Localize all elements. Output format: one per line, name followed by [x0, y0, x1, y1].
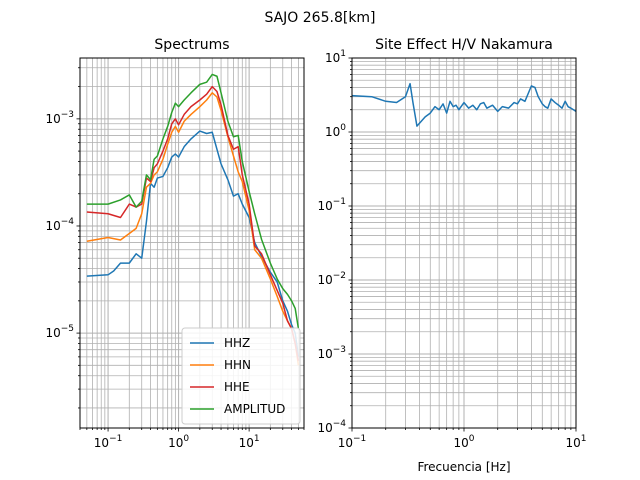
hv-title: Site Effect H/V Nakamura: [375, 37, 553, 53]
y-tick-base: 10: [45, 112, 60, 126]
y-tick-label: 10−2: [317, 271, 346, 287]
series-line-h-v: [352, 82, 576, 127]
y-tick-exponent: −4: [333, 419, 347, 429]
series-line-hhz: [86, 130, 300, 357]
x-tick-label: 10−1: [94, 434, 123, 450]
x-tick-exponent: −1: [353, 434, 366, 444]
x-tick-exponent: −1: [109, 434, 122, 444]
x-tick-base: 10: [453, 436, 468, 450]
spectrums-plot-area: [86, 73, 300, 366]
y-tick-exponent: −3: [333, 345, 346, 355]
y-tick-exponent: −1: [333, 197, 346, 207]
spectrums-title: Spectrums: [154, 37, 229, 53]
y-tick-base: 10: [317, 199, 332, 213]
y-tick-base: 10: [317, 347, 332, 361]
y-tick-base: 10: [317, 273, 332, 287]
y-tick-label: 101: [325, 49, 346, 65]
x-tick-exponent: 0: [183, 434, 189, 444]
x-tick-base: 10: [338, 436, 353, 450]
y-tick-exponent: −3: [61, 110, 74, 120]
y-tick-exponent: −4: [61, 217, 75, 227]
x-tick-exponent: 0: [469, 434, 475, 444]
y-tick-label: 10−5: [45, 324, 74, 340]
y-tick-exponent: −5: [61, 324, 74, 334]
y-tick-base: 10: [325, 51, 340, 65]
x-tick-label: 100: [168, 434, 189, 450]
x-tick-base: 10: [168, 436, 183, 450]
x-tick-exponent: 1: [581, 434, 587, 444]
y-tick-label: 10−3: [45, 110, 74, 126]
hv-panel: Site Effect H/V Nakamura 10−1 100 10110−41…: [317, 37, 586, 474]
legend-label: HHE: [224, 380, 250, 394]
y-tick-base: 10: [317, 421, 332, 435]
spectrums-legend: HHZ HHN HHE AMPLITUD: [181, 327, 301, 425]
y-tick-exponent: 0: [340, 123, 346, 133]
legend-label: HHZ: [224, 336, 250, 350]
x-tick-base: 10: [94, 436, 109, 450]
y-tick-label: 10−3: [317, 345, 346, 361]
figure-suptitle: SAJO 265.8[km]: [264, 10, 375, 26]
series-line-hhn: [86, 92, 300, 366]
x-tick-label: 101: [565, 434, 586, 450]
y-tick-label: 10−4: [45, 217, 74, 233]
legend-label: HHN: [224, 358, 251, 372]
y-tick-label: 10−4: [317, 419, 346, 435]
legend-label: AMPLITUD: [224, 402, 285, 416]
x-tick-label: 101: [239, 434, 260, 450]
y-tick-exponent: −2: [333, 271, 346, 281]
series-line-amplitud: [86, 73, 300, 329]
hv-axes-frame: [351, 57, 577, 429]
y-tick-label: 10−1: [317, 197, 346, 213]
x-tick-label: 100: [453, 434, 474, 450]
hv-xlabel: Frecuencia [Hz]: [417, 460, 510, 474]
hv-grid: [351, 57, 577, 429]
hv-plot-area: [352, 82, 576, 127]
x-tick-base: 10: [239, 436, 254, 450]
x-tick-base: 10: [565, 436, 580, 450]
y-tick-base: 10: [325, 125, 340, 139]
spectrums-axes-frame: [79, 57, 305, 429]
y-tick-label: 100: [325, 123, 346, 139]
y-tick-base: 10: [45, 326, 60, 340]
x-tick-exponent: 1: [254, 434, 260, 444]
x-tick-label: 10−1: [338, 434, 367, 450]
y-tick-base: 10: [45, 219, 60, 233]
legend-box: [181, 327, 301, 425]
y-tick-exponent: 1: [340, 49, 346, 59]
